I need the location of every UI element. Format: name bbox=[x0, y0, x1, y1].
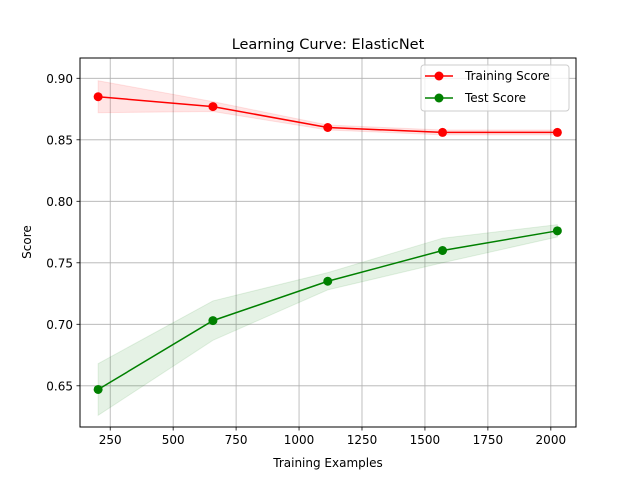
y-tick-label: 0.70 bbox=[46, 318, 73, 332]
series-points bbox=[93, 92, 562, 394]
x-tick-label: 1750 bbox=[473, 433, 504, 447]
training-score-point bbox=[438, 127, 448, 137]
grid bbox=[80, 58, 576, 427]
legend-test-marker bbox=[434, 93, 444, 103]
test-score-point bbox=[438, 245, 448, 255]
y-tick-label: 0.65 bbox=[46, 379, 73, 393]
test-score-point bbox=[552, 226, 562, 236]
x-tick-label: 1000 bbox=[284, 433, 315, 447]
legend-box bbox=[420, 64, 570, 112]
x-tick-label: 250 bbox=[99, 433, 122, 447]
test-score-point bbox=[323, 276, 333, 286]
x-axis-ticks: 250 500 750 1000 1250 1500 1750 2000 bbox=[99, 427, 566, 447]
test-score-point bbox=[208, 316, 218, 326]
legend-test-label: Test Score bbox=[464, 91, 526, 105]
training-score-point bbox=[208, 102, 218, 112]
chart-title: Learning Curve: ElasticNet bbox=[232, 37, 425, 53]
training-score-point bbox=[93, 92, 103, 102]
y-tick-label: 0.75 bbox=[46, 256, 73, 270]
y-tick-label: 0.80 bbox=[46, 195, 73, 209]
x-tick-label: 1500 bbox=[410, 433, 441, 447]
x-tick-label: 2000 bbox=[536, 433, 567, 447]
test-score-point bbox=[93, 384, 103, 394]
legend: Training Score Test Score bbox=[420, 64, 570, 112]
x-tick-label: 750 bbox=[225, 433, 248, 447]
plot-frame bbox=[79, 57, 577, 428]
x-tick-label: 1250 bbox=[347, 433, 378, 447]
legend-training-label: Training Score bbox=[464, 69, 550, 83]
training-score-point bbox=[552, 127, 562, 137]
y-axis-label: Score bbox=[20, 225, 34, 259]
y-tick-label: 0.85 bbox=[46, 133, 73, 147]
x-axis-label: Training Examples bbox=[272, 456, 382, 470]
legend-training-marker bbox=[434, 71, 444, 81]
x-tick-label: 500 bbox=[162, 433, 185, 447]
test-score-band bbox=[97, 224, 558, 417]
training-score-point bbox=[323, 122, 333, 132]
y-tick-label: 0.90 bbox=[46, 72, 73, 86]
y-axis-ticks: 0.65 0.70 0.75 0.80 0.85 0.90 bbox=[46, 72, 80, 393]
